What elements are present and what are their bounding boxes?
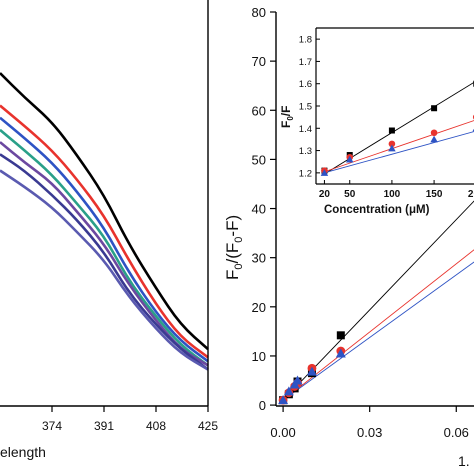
main-y-tick-label: 30 <box>252 251 266 266</box>
main-fit-lines <box>282 200 474 401</box>
inset-x-ticks: 20 50 100 150 200 <box>319 180 474 200</box>
inset-point-circle <box>388 140 396 148</box>
spectrum-line-6 <box>0 153 209 371</box>
inset-ylabel-f: F <box>279 121 293 128</box>
left-x-tick-label: 408 <box>146 419 166 433</box>
main-ylabel-rest: /(F <box>223 243 242 264</box>
main-y-tick-label: 0 <box>259 398 266 413</box>
inset-y-tick-label: 1.8 <box>299 35 312 46</box>
main-ylabel-f: F <box>223 270 242 280</box>
main-x-tick-label: 0.00 <box>270 425 295 440</box>
inset-x-axis-label: Concentration (μM) <box>324 204 430 216</box>
inset-y-tick-label: 1.6 <box>299 79 312 90</box>
left-x-tick-label: 425 <box>198 419 218 433</box>
inset-point-circle <box>430 129 438 137</box>
left-x-ticks: 374 391 408 425 <box>42 406 218 433</box>
main-point-triangle <box>292 375 303 385</box>
inset-point-square <box>431 105 438 112</box>
main-y-tick-label: 10 <box>252 349 266 364</box>
inset-background <box>316 28 474 184</box>
main-point-square <box>336 331 345 340</box>
inset-panel: 1.2 1.3 1.4 1.5 1.6 1.7 1.8 20 50 100 150 200 F0/F… <box>279 27 474 216</box>
left-x-tick-label: 374 <box>42 419 62 433</box>
inset-ylabel-sub: 0 <box>286 116 295 121</box>
inset-y-tick-label: 1.4 <box>299 124 312 135</box>
inset-fit-line-1 <box>324 81 474 175</box>
spectrum-line-3 <box>0 116 209 363</box>
main-point-triangle <box>335 348 346 358</box>
inset-fit-line-2 <box>324 120 474 173</box>
inset-x-tick-label: 20 <box>319 189 331 200</box>
emission-spectra-panel: 374 391 408 425 elength <box>0 0 218 460</box>
main-ylabel-sub: 0 <box>233 263 245 269</box>
main-x-tick-label: 0.03 <box>357 425 382 440</box>
main-x-ticks: 0.00 0.03 0.06 <box>270 406 469 440</box>
inset-point-triangle <box>320 169 329 176</box>
inset-point-triangle <box>430 135 438 143</box>
main-point-triangle <box>283 386 294 396</box>
inset-y-ticks: 1.2 1.3 1.4 1.5 1.6 1.7 1.8 <box>299 35 320 179</box>
main-fit-line-1 <box>282 200 474 401</box>
inset-fit-lines <box>324 81 474 175</box>
main-x-tick-label: 0.06 <box>444 425 469 440</box>
spectrum-line-1 <box>0 72 209 351</box>
main-y-tick-label: 80 <box>252 5 266 20</box>
main-ylabel-sub2: 0 <box>233 237 245 243</box>
inset-y-tick-label: 1.7 <box>299 57 312 68</box>
left-x-tick-label: 391 <box>94 419 114 433</box>
main-y-tick-label: 20 <box>252 300 266 315</box>
inset-point-square <box>388 127 395 134</box>
main-y-ticks: 0 10 20 30 40 50 60 70 80 <box>252 5 276 413</box>
spectrum-line-5 <box>0 141 209 367</box>
main-fit-line-3 <box>282 261 474 401</box>
corner-text: 1. <box>458 453 470 469</box>
main-y-axis-label: F0/(F0-F) <box>223 215 245 280</box>
inset-y-axis-label: F0/F <box>279 106 295 128</box>
inset-x-tick-label: 200 <box>468 189 474 200</box>
inset-fit-line-3 <box>324 131 474 174</box>
inset-ylabel-end: /F <box>279 106 293 117</box>
inset-y-tick-label: 1.2 <box>299 168 312 179</box>
main-data-points <box>278 331 346 405</box>
main-fit-line-2 <box>282 249 474 401</box>
spectrum-line-4 <box>0 128 209 367</box>
inset-point-triangle <box>345 155 354 163</box>
main-y-tick-label: 70 <box>252 54 266 69</box>
main-y-tick-label: 40 <box>252 202 266 217</box>
spectra-series-group <box>0 72 209 371</box>
inset-x-tick-label: 50 <box>344 189 356 200</box>
main-ylabel-end: -F) <box>223 215 242 237</box>
spectrum-line-2 <box>0 104 209 359</box>
main-y-tick-label: 50 <box>252 152 266 167</box>
main-y-tick-label: 60 <box>252 103 266 118</box>
main-point-triangle <box>278 395 289 405</box>
inset-y-tick-label: 1.5 <box>299 102 312 113</box>
spectrum-line-7 <box>0 169 209 371</box>
inset-point-triangle <box>388 144 396 152</box>
left-x-axis-label: elength <box>0 444 46 460</box>
inset-x-tick-label: 100 <box>384 189 401 200</box>
inset-y-tick-label: 1.3 <box>299 146 312 157</box>
inset-x-tick-label: 150 <box>426 189 443 200</box>
main-point-triangle <box>306 366 317 376</box>
